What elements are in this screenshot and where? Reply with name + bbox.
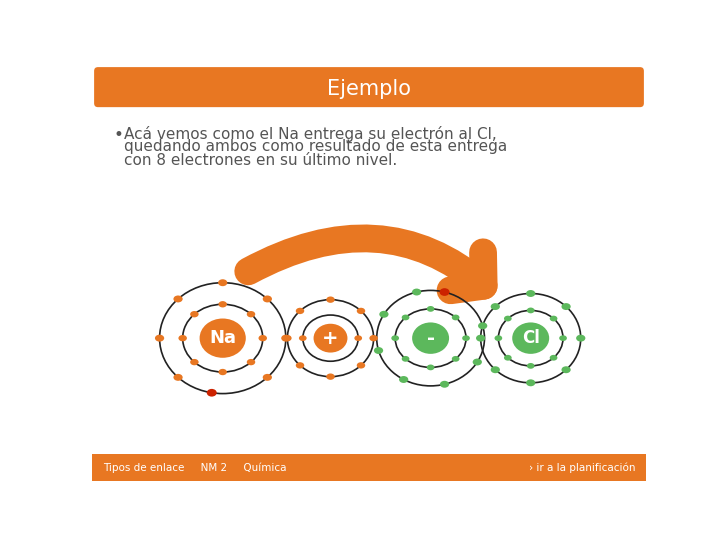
Ellipse shape [283, 335, 292, 341]
Ellipse shape [299, 335, 307, 341]
Ellipse shape [559, 335, 567, 341]
Bar [92, 455, 647, 481]
Ellipse shape [472, 359, 482, 366]
Ellipse shape [562, 303, 571, 310]
Ellipse shape [399, 376, 408, 383]
Ellipse shape [282, 335, 290, 342]
Ellipse shape [527, 363, 534, 369]
Ellipse shape [478, 322, 487, 329]
Ellipse shape [356, 362, 365, 368]
Ellipse shape [199, 319, 246, 358]
Text: +: + [323, 329, 338, 348]
FancyBboxPatch shape [94, 67, 644, 107]
Text: Cl: Cl [522, 329, 539, 347]
Ellipse shape [576, 335, 585, 342]
Ellipse shape [412, 322, 449, 354]
Ellipse shape [526, 379, 536, 386]
Text: •: • [113, 126, 123, 144]
Ellipse shape [247, 311, 256, 318]
Ellipse shape [427, 364, 434, 370]
Ellipse shape [451, 315, 459, 320]
Ellipse shape [207, 389, 217, 396]
Ellipse shape [356, 308, 365, 314]
Ellipse shape [218, 301, 227, 307]
Text: quedando ambos como resultado de esta entrega: quedando ambos como resultado de esta en… [124, 139, 508, 154]
Ellipse shape [179, 335, 187, 341]
Ellipse shape [549, 316, 557, 321]
Ellipse shape [440, 381, 449, 388]
Ellipse shape [190, 359, 199, 365]
Ellipse shape [190, 311, 199, 318]
Ellipse shape [296, 308, 305, 314]
Ellipse shape [495, 335, 503, 341]
Ellipse shape [439, 288, 449, 296]
Ellipse shape [174, 374, 183, 381]
Ellipse shape [263, 295, 272, 302]
Ellipse shape [218, 369, 227, 375]
Ellipse shape [392, 335, 399, 341]
Ellipse shape [369, 335, 378, 341]
Ellipse shape [504, 316, 512, 321]
Ellipse shape [491, 303, 500, 310]
Text: Ejemplo: Ejemplo [327, 79, 411, 99]
Ellipse shape [379, 311, 389, 318]
Ellipse shape [562, 366, 571, 373]
Ellipse shape [247, 359, 256, 365]
Ellipse shape [326, 296, 335, 303]
Text: -: - [426, 329, 435, 348]
Ellipse shape [462, 335, 470, 341]
Ellipse shape [374, 347, 383, 354]
Text: › ir a la planificación: › ir a la planificación [529, 462, 636, 472]
Ellipse shape [549, 355, 557, 361]
Ellipse shape [512, 322, 549, 354]
Ellipse shape [155, 335, 164, 342]
Ellipse shape [402, 356, 410, 362]
Text: Na: Na [210, 329, 236, 347]
Ellipse shape [491, 366, 500, 373]
Ellipse shape [258, 335, 267, 341]
Ellipse shape [412, 288, 421, 295]
Text: Tipos de enlace     NM 2     Química: Tipos de enlace NM 2 Química [102, 462, 286, 472]
Ellipse shape [326, 374, 335, 380]
Ellipse shape [402, 315, 410, 320]
FancyArrowPatch shape [248, 238, 484, 291]
Ellipse shape [354, 335, 362, 341]
Ellipse shape [504, 355, 512, 361]
Ellipse shape [174, 295, 183, 302]
Ellipse shape [218, 279, 228, 286]
Ellipse shape [296, 362, 305, 368]
Ellipse shape [263, 374, 272, 381]
Ellipse shape [314, 324, 348, 353]
Ellipse shape [476, 335, 485, 342]
Text: Acá vemos como el Na entrega su electrón al Cl,: Acá vemos como el Na entrega su electrón… [124, 126, 497, 143]
Ellipse shape [451, 356, 459, 362]
Ellipse shape [526, 290, 536, 297]
Text: con 8 electrones en su último nivel.: con 8 electrones en su último nivel. [124, 153, 397, 167]
Ellipse shape [427, 306, 434, 312]
Ellipse shape [527, 308, 534, 313]
